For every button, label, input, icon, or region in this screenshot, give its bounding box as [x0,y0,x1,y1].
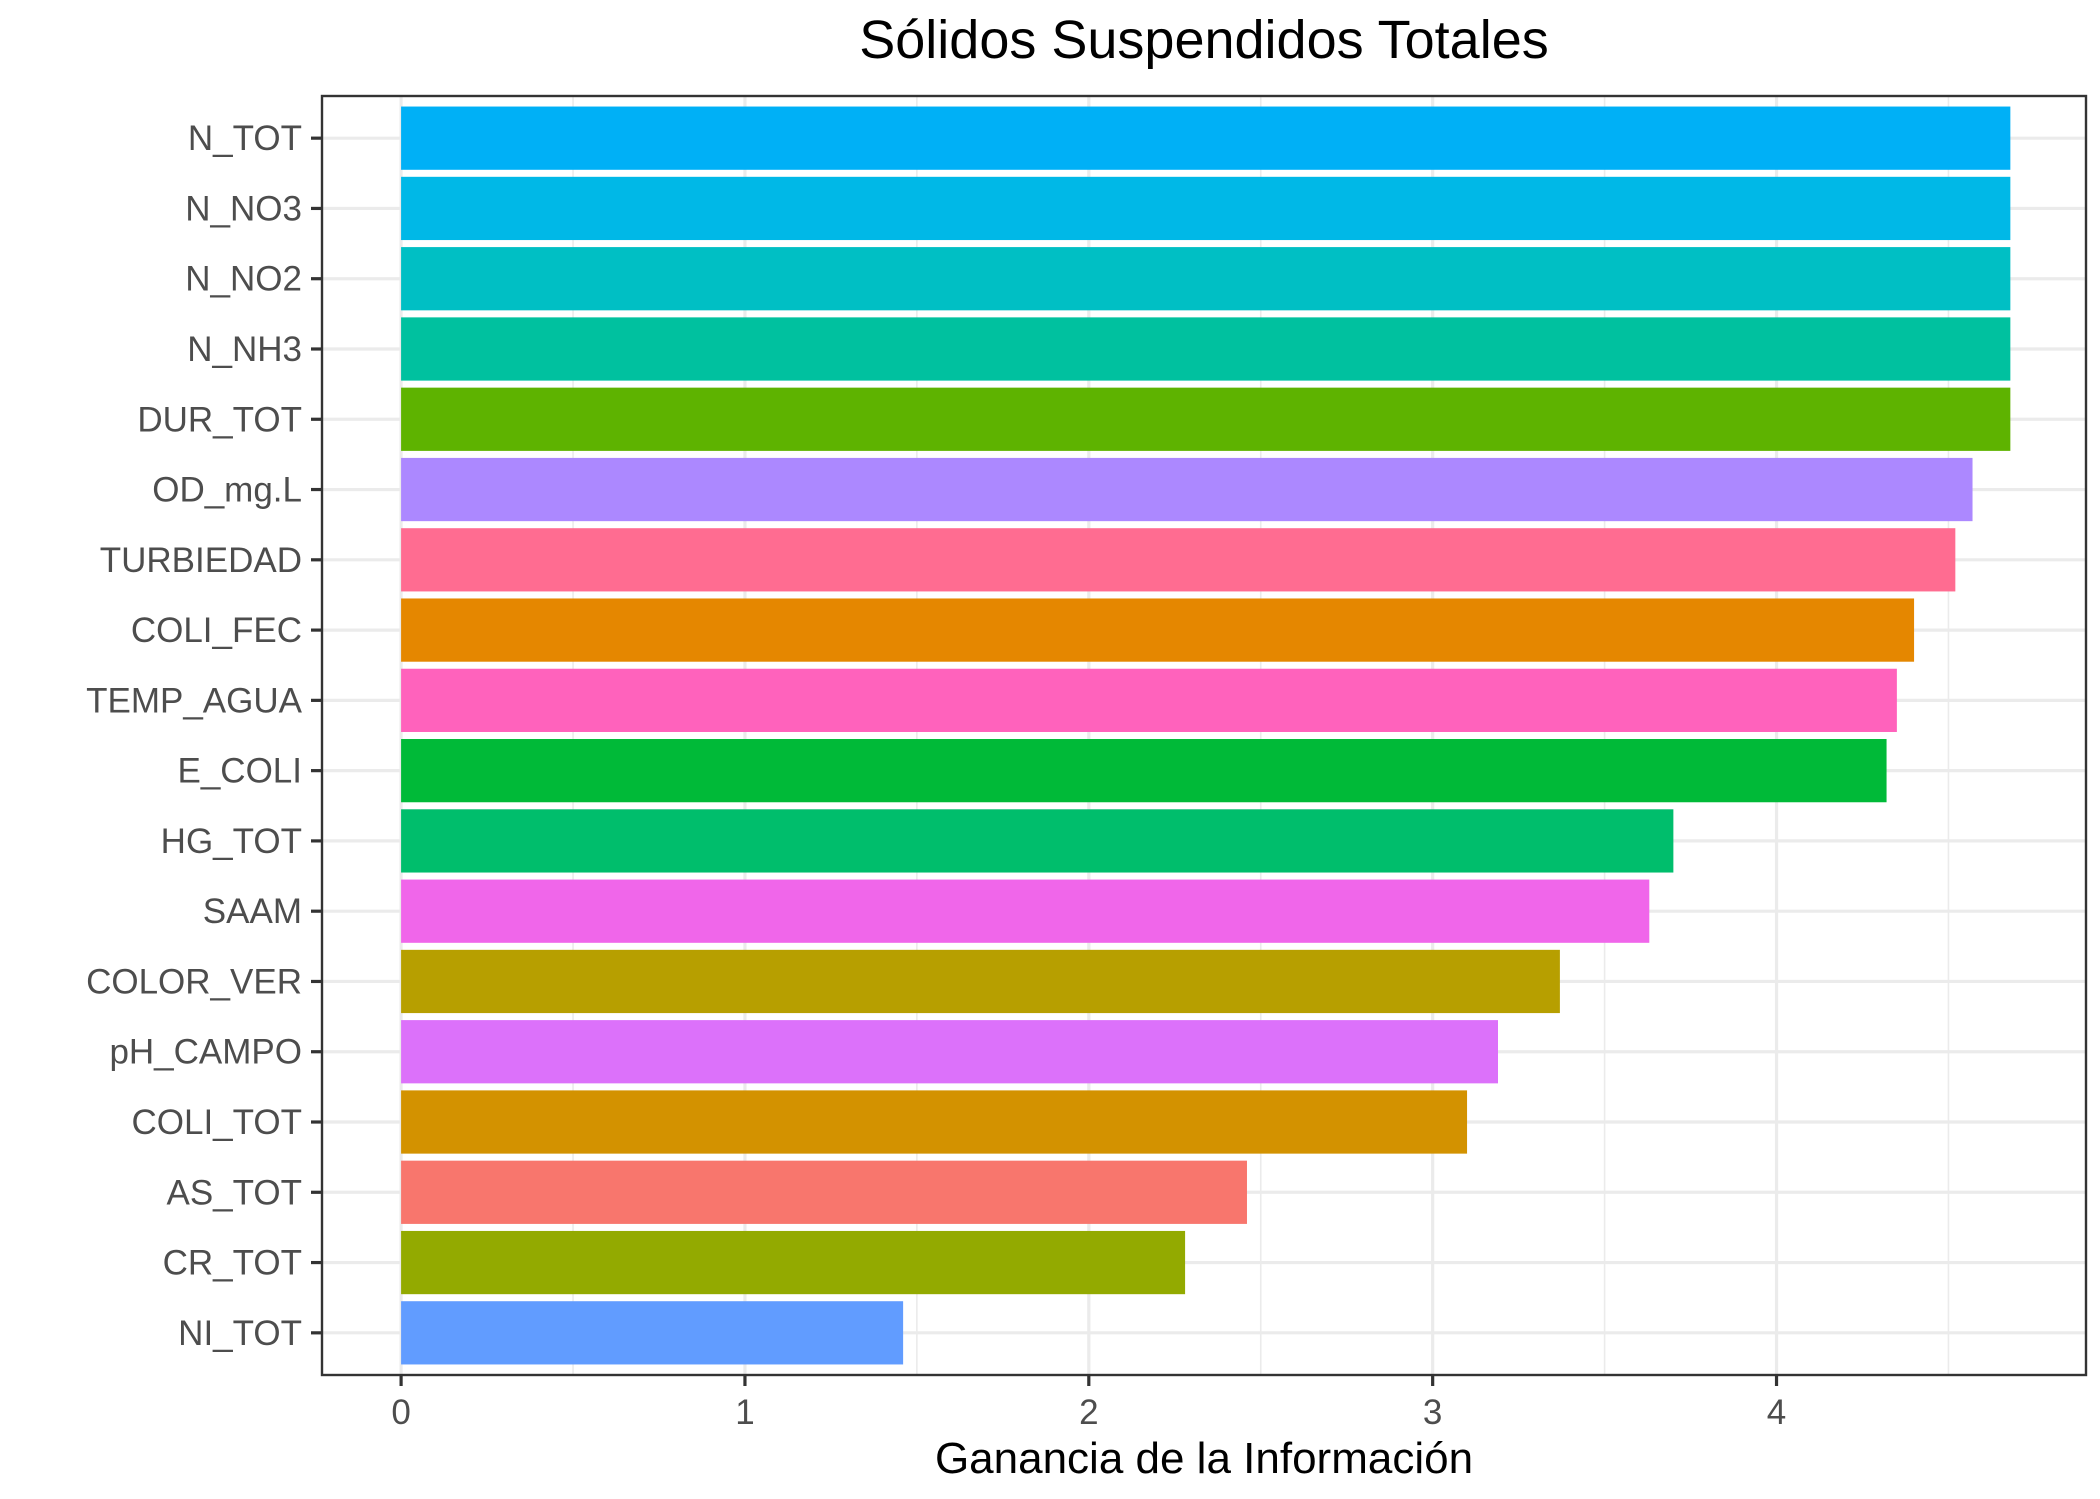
y-axis: N_TOT N_NO3 N_NO2 N_NH3 DUR_TOT OD_mg.L TURBIE… [86,119,322,1353]
bar-ni-tot [401,1301,904,1365]
x-tick-label: 2 [1079,1393,1098,1432]
y-tick-label: N_TOT [188,119,302,158]
y-tick-label: DUR_TOT [137,400,302,439]
y-tick-label: TURBIEDAD [100,541,302,580]
bar-saam [401,879,1650,943]
bar-n-no3 [401,176,2011,241]
bar-color-ver [401,949,1560,1014]
y-tick-label: COLOR_VER [86,962,302,1001]
bar-n-nh3 [401,317,2011,381]
y-tick-label: CR_TOT [163,1244,302,1283]
x-tick-label: 4 [1767,1393,1786,1432]
y-tick-label: COLI_TOT [131,1103,302,1142]
y-tick-label: N_NO2 [185,260,302,299]
x-tick-label: 3 [1423,1393,1442,1432]
bar-e-coli [401,739,1887,803]
y-tick-label: SAAM [203,892,302,931]
y-tick-label: N_NO3 [185,189,302,228]
bar-temp-agua [401,668,1897,732]
bar-ph-campo [401,1020,1499,1084]
y-tick-label: NI_TOT [178,1314,302,1353]
bar-n-no2 [401,247,2011,311]
y-tick-label: E_COLI [178,752,303,791]
bars [401,106,2011,1365]
bar-coli-tot [401,1090,1468,1154]
plot-panel-border [320,94,2088,1377]
bar-coli-fec [401,598,1915,662]
bar-turbiedad [401,528,1956,592]
y-tick-label: N_NH3 [187,330,302,369]
bar-as-tot [401,1160,1247,1224]
y-tick-label: TEMP_AGUA [86,681,303,720]
y-tick-label: AS_TOT [166,1173,302,1212]
x-tick-label: 1 [735,1393,754,1432]
chart-title: Sólidos Suspendidos Totales [859,10,1548,70]
y-tick-label: HG_TOT [161,822,302,861]
x-axis: 0 1 2 3 4 [391,1375,1786,1432]
bar-cr-tot [401,1230,1186,1295]
y-tick-label: COLI_FEC [131,611,302,650]
bar-hg-tot [401,809,1674,873]
y-tick-label: pH_CAMPO [109,1033,302,1072]
bar-od-mg-l [401,457,1973,522]
y-tick-label: OD_mg.L [152,471,302,510]
x-axis-title: Ganancia de la Información [935,1434,1473,1483]
bar-dur-tot [401,387,2011,451]
x-tick-label: 0 [391,1393,410,1432]
bar-n-tot [401,106,2011,170]
